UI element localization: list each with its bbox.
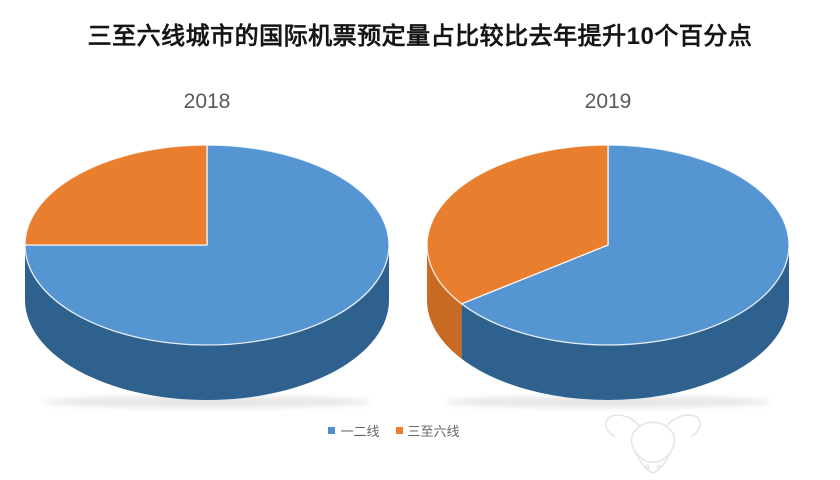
legend-item-tier12: 一二线 [328, 421, 380, 440]
legend-label: 一二线 [340, 424, 380, 439]
legend-item-tier36: 三至六线 [395, 421, 460, 440]
chart-title: 三至六线城市的国际机票预定量占比较比去年提升10个百分点 [87, 23, 753, 50]
bull-logo-watermark [605, 414, 701, 474]
legend-marker-blue-icon [328, 427, 336, 434]
legend-label: 三至六线 [407, 424, 460, 439]
legend-marker-orange-icon [395, 427, 403, 434]
year-label-2018: 2018 [183, 90, 231, 113]
year-label-2019: 2019 [584, 90, 632, 113]
legend: 一二线 三至六线 [0, 421, 814, 440]
